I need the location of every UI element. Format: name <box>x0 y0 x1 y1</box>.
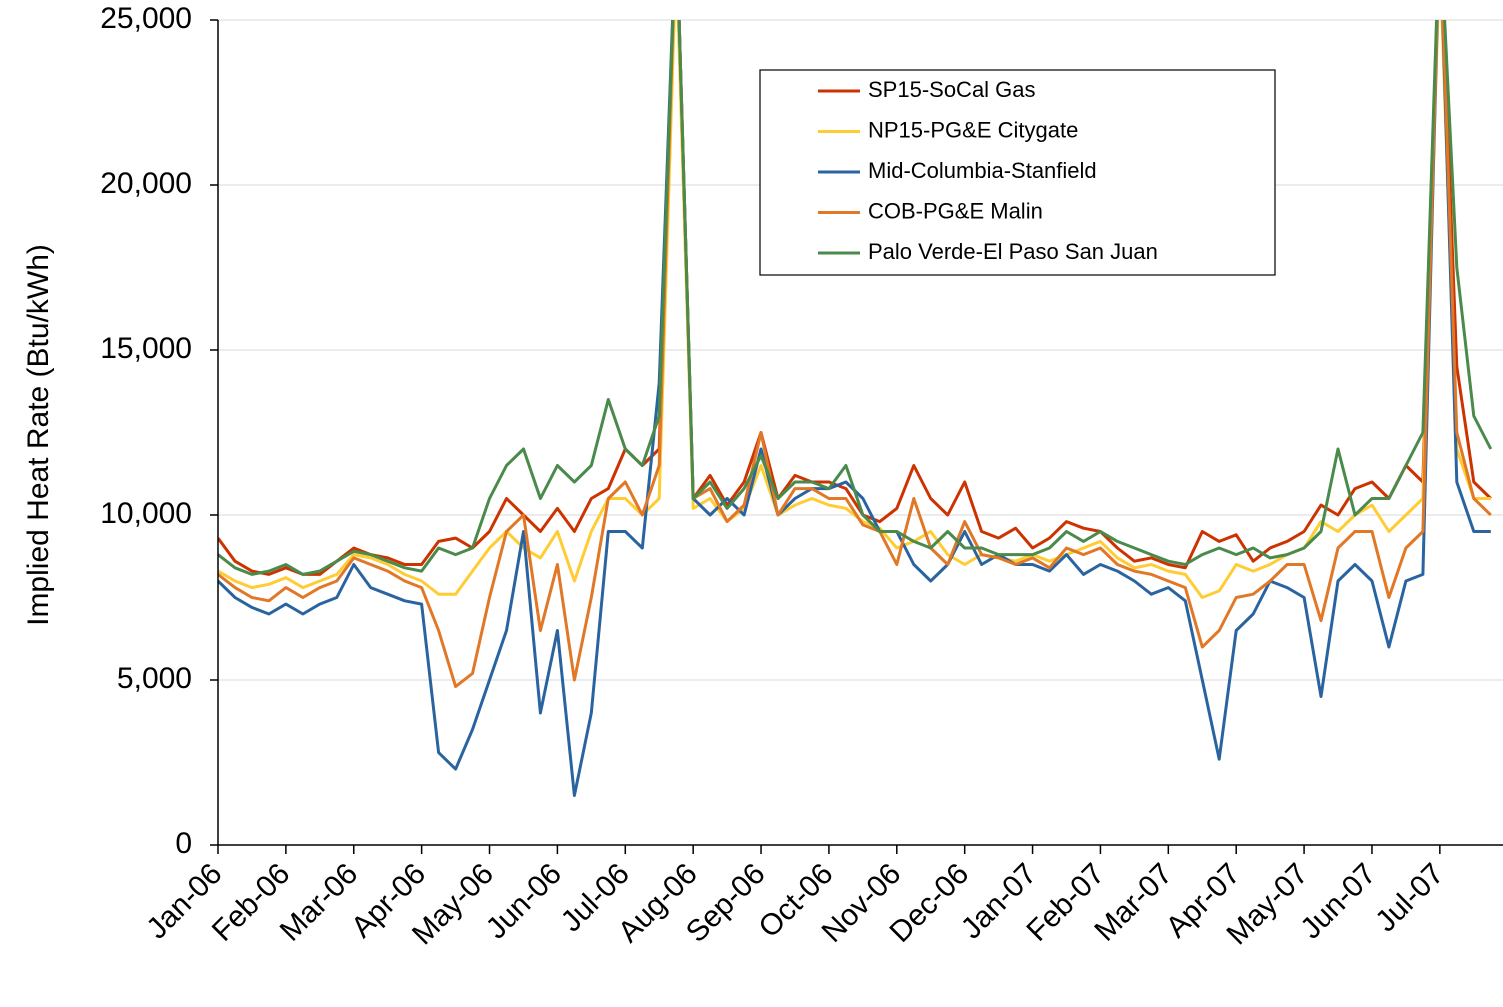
series-line <box>218 20 1493 576</box>
legend-label: Mid-Columbia-Stanfield <box>868 158 1097 183</box>
x-tick-label: Jun-06 <box>480 857 568 945</box>
series-line <box>218 20 1491 599</box>
y-tick-label: 0 <box>175 827 192 860</box>
series-line <box>218 20 1492 689</box>
y-tick-label: 25,000 <box>100 2 192 35</box>
x-tick-label: Mar-06 <box>274 857 365 948</box>
y-tick-label: 5,000 <box>117 662 192 695</box>
x-tick-label: Jul-07 <box>1369 857 1450 938</box>
y-tick-label: 10,000 <box>100 497 192 530</box>
x-tick-label: Jun-07 <box>1294 857 1382 945</box>
legend-label: Palo Verde-El Paso San Juan <box>868 239 1158 264</box>
legend-label: SP15-SoCal Gas <box>868 77 1036 102</box>
y-tick-label: 15,000 <box>100 332 192 365</box>
series-line <box>218 20 1492 576</box>
y-tick-label: 20,000 <box>100 167 192 200</box>
y-axis-title: Implied Heat Rate (Btu/kWh) <box>22 244 55 626</box>
legend-label: COB-PG&E Malin <box>868 198 1043 223</box>
x-tick-label: Mar-07 <box>1088 857 1179 948</box>
legend-label: NP15-PG&E Citygate <box>868 117 1078 142</box>
